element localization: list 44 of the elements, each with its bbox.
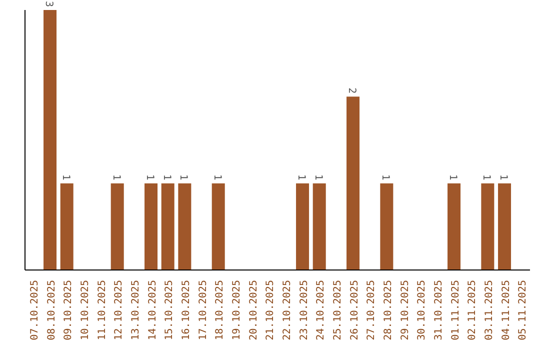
x-tick-label: 24.10.2025 (316, 280, 327, 340)
x-tick-label: 10.10.2025 (80, 280, 91, 340)
x-tick-label: 25.10.2025 (332, 280, 344, 340)
x-tick-label: 15.10.2025 (164, 280, 176, 340)
x-tick-label: 29.10.2025 (400, 280, 411, 340)
data-label: 1 (447, 174, 458, 180)
data-label: 1 (480, 174, 492, 180)
data-label: 3 (43, 0, 54, 7)
x-tick-label: 07.10.2025 (29, 280, 40, 340)
x-tick-label: 19.10.2025 (231, 280, 242, 340)
data-label: 1 (144, 174, 156, 180)
x-tick-label: 23.10.2025 (298, 280, 310, 340)
data-label: 1 (60, 174, 71, 180)
x-tick-label: 11.10.2025 (96, 280, 108, 340)
x-tick-label: 17.10.2025 (198, 280, 209, 340)
data-label: 1 (160, 174, 172, 180)
x-tick-label: 31.10.2025 (433, 280, 444, 340)
x-tick-label: 18.10.2025 (214, 280, 226, 340)
x-tick-label: 12.10.2025 (114, 280, 125, 340)
data-label: 1 (312, 174, 324, 180)
data-label: 1 (211, 174, 222, 180)
x-tick-label: 13.10.2025 (130, 280, 142, 340)
x-tick-label: 26.10.2025 (349, 280, 360, 340)
x-tick-label: 14.10.2025 (147, 280, 158, 340)
x-tick-label: 03.11.2025 (484, 280, 495, 340)
data-label: 1 (178, 174, 189, 180)
data-label: 1 (296, 174, 307, 180)
x-tick-label: 27.10.2025 (366, 280, 378, 340)
x-tick-label: 08.10.2025 (46, 280, 58, 340)
x-tick-label: 21.10.2025 (265, 280, 276, 340)
x-tick-label: 20.10.2025 (248, 280, 260, 340)
data-label: 1 (380, 174, 391, 180)
x-tick-label: 02.11.2025 (467, 280, 478, 340)
x-tick-label: 05.11.2025 (518, 280, 529, 340)
x-tick-label: 16.10.2025 (180, 280, 192, 340)
x-tick-label: 04.11.2025 (500, 280, 512, 340)
data-label: 2 (346, 88, 358, 94)
data-label: 1 (498, 174, 509, 180)
x-tick-label: 22.10.2025 (282, 280, 293, 340)
x-tick-label: 30.10.2025 (416, 280, 428, 340)
x-tick-label: 09.10.2025 (63, 280, 74, 340)
x-tick-label: 28.10.2025 (382, 280, 394, 340)
data-label: 1 (110, 174, 122, 180)
x-tick-label: 01.11.2025 (450, 280, 462, 340)
